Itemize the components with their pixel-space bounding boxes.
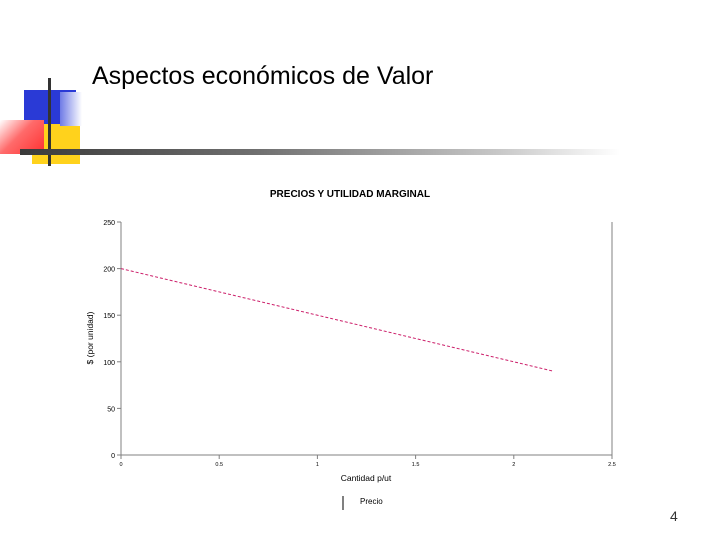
page-number: 4 [670,508,678,524]
x-tick-label: 1.5 [412,462,420,468]
series-line-precio [120,268,554,372]
y-tick-label: 100 [103,360,115,367]
x-tick-label: 0 [119,462,122,468]
slide-title: Aspectos económicos de Valor [92,62,434,90]
x-tick-label: 2.5 [608,462,616,468]
chart-axes [120,222,613,456]
legend-label: Precio [360,497,383,506]
x-tick-label: 0.5 [215,462,223,468]
y-tick-label: 250 [103,220,115,227]
title-rule [20,149,620,155]
x-tick-label: 1 [316,462,319,468]
y-tick-label: 50 [107,406,115,413]
y-axis-label: $ (por unidad) [85,311,95,364]
y-tick-label: 0 [111,453,115,460]
deco-red-block [0,120,44,154]
x-tick-label: 2 [512,462,515,468]
y-tick-label: 200 [103,267,115,274]
x-axis-label: Cantidad p/ut [341,473,392,483]
deco-vertical-rule [48,78,51,166]
chart-plot [120,268,554,372]
chart-ticks: 0 50 100 150 200 250 0 0.5 1 1.5 2 2.5 [103,220,616,468]
deco-blue-shade [60,92,82,126]
y-tick-label: 150 [103,313,115,320]
chart-title: PRECIOS Y UTILIDAD MARGINAL [270,189,430,200]
